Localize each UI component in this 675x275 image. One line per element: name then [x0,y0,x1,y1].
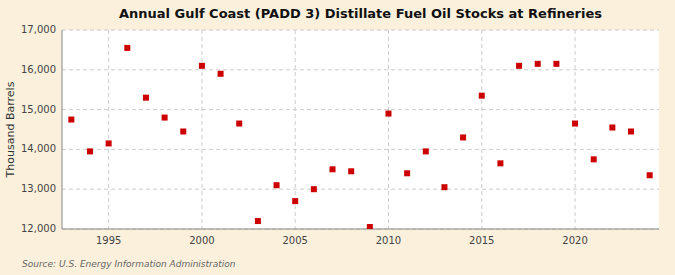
x-tick-label: 2000 [189,235,214,246]
point [330,166,336,172]
x-tick-label: 2020 [562,235,587,246]
point [218,71,224,77]
point [535,61,541,67]
title: Annual Gulf Coast (PADD 3) Distillate Fu… [119,6,602,21]
x-grid-line [201,30,202,229]
source-annotation: Source: U.S. Energy Information Administ… [22,259,236,269]
y-axis-label: Thousand Barrels [4,81,17,178]
x-tick-label: 2010 [376,235,401,246]
x-grid-line [388,30,389,229]
point [255,218,261,224]
x-tick-label: 2005 [282,235,307,246]
x-grid-line [575,30,576,229]
y-grid-line [62,229,659,230]
point [460,134,466,140]
point [162,115,168,121]
y-axis-line [62,30,63,229]
point [572,121,578,127]
point [423,148,429,154]
y-grid-line [62,30,659,31]
point [68,117,74,123]
point [236,121,242,127]
point [591,156,597,162]
point [143,95,149,101]
chart: 12,000 13,000 14,000 15,000 16,000 17,000 1995… [0,0,675,275]
point [479,93,485,99]
point [199,63,205,69]
point [106,140,112,146]
y-tick-label: 12,000 [21,223,56,234]
point [553,61,559,67]
grid [62,30,659,229]
point [404,170,410,176]
point [609,125,615,131]
point [124,45,130,51]
x-axis-line [62,229,659,230]
point [385,111,391,117]
point [348,168,354,174]
point [628,128,634,134]
y-grid-line [62,189,659,190]
point [292,198,298,204]
plot-area [62,30,659,229]
y-tick-label: 17,000 [21,24,56,35]
point [441,184,447,190]
x-grid-line [481,30,482,229]
x-tick-label: 2015 [469,235,494,246]
x-grid-line [108,30,109,229]
point [311,186,317,192]
y-tick-label: 13,000 [21,183,56,194]
point [87,148,93,154]
point [367,224,373,229]
axes: 12,000 13,000 14,000 15,000 16,000 17,000 1995… [21,24,659,246]
point [497,160,503,166]
y-tick-label: 14,000 [21,143,56,154]
points [68,45,652,229]
point [516,63,522,69]
point [274,182,280,188]
y-grid-line [62,109,659,110]
y-grid-line [62,69,659,70]
point [647,172,653,178]
point [180,128,186,134]
y-grid-line [62,149,659,150]
y-tick-label: 16,000 [21,64,56,75]
x-tick-label: 1995 [96,235,121,246]
y-tick-label: 15,000 [21,104,56,115]
